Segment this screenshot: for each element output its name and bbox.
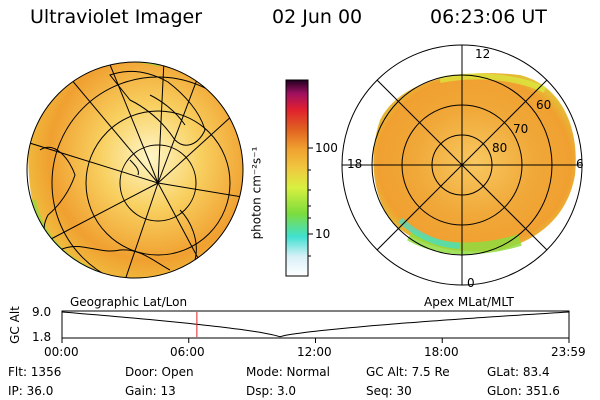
colorbar-tick-10: 10 bbox=[315, 227, 331, 241]
colorbar-scale bbox=[285, 79, 309, 277]
time-tick-2359: 23:59 bbox=[551, 345, 586, 359]
left-panel-label: Geographic Lat/Lon bbox=[70, 295, 188, 309]
mlat-label-80: 80 bbox=[492, 141, 508, 155]
info-flight: Flt: 1356 bbox=[8, 365, 62, 379]
altitude-ytick-bottom: 1.8 bbox=[32, 330, 52, 344]
mlt-label-6: 6 bbox=[576, 157, 584, 171]
mlat-mlt-grid bbox=[341, 44, 583, 286]
altitude-ticks bbox=[61, 338, 570, 343]
instrument-title: Ultraviolet Imager bbox=[30, 6, 203, 28]
mlat-label-60: 60 bbox=[536, 98, 552, 112]
colorbar-unit-label: photon cm⁻²s⁻¹ bbox=[249, 146, 264, 240]
altitude-plot bbox=[61, 310, 570, 343]
info-ip: IP: 36.0 bbox=[8, 384, 54, 398]
info-glon: GLon: 351.6 bbox=[487, 384, 560, 398]
info-dsp: Dsp: 3.0 bbox=[246, 384, 297, 398]
mlt-label-0: 0 bbox=[467, 276, 475, 290]
time-label: 06:23:06 UT bbox=[430, 6, 547, 28]
info-gc-alt: GC Alt: 7.5 Re bbox=[366, 365, 450, 379]
time-tick-1800: 18:00 bbox=[424, 345, 459, 359]
magnetic-image bbox=[341, 44, 583, 286]
mlat-label-70: 70 bbox=[513, 122, 529, 136]
geographic-image bbox=[26, 61, 244, 279]
auroral-emission-left bbox=[28, 62, 243, 278]
time-tick-0000: 00:00 bbox=[44, 345, 79, 359]
auroral-oval-right bbox=[373, 73, 576, 252]
info-mode: Mode: Normal bbox=[246, 365, 330, 379]
mlt-label-12: 12 bbox=[475, 47, 491, 61]
altitude-curve bbox=[61, 311, 570, 338]
info-glat: GLat: 83.4 bbox=[487, 365, 550, 379]
time-tick-0600: 06:00 bbox=[170, 345, 205, 359]
earth-limb-left bbox=[26, 61, 244, 279]
info-seq: Seq: 30 bbox=[366, 384, 412, 398]
info-gain: Gain: 13 bbox=[125, 384, 176, 398]
altitude-ytick-top: 9.0 bbox=[32, 305, 52, 319]
colorbar-tick-100: 100 bbox=[315, 141, 338, 155]
date-label: 02 Jun 00 bbox=[272, 6, 363, 28]
mlt-label-18: 18 bbox=[347, 157, 363, 171]
time-tick-1200: 12:00 bbox=[297, 345, 332, 359]
right-panel-label: Apex MLat/MLT bbox=[424, 295, 514, 309]
colorbar-ticks bbox=[308, 147, 313, 257]
info-door: Door: Open bbox=[125, 365, 194, 379]
altitude-ylabel: GC Alt bbox=[7, 306, 22, 344]
